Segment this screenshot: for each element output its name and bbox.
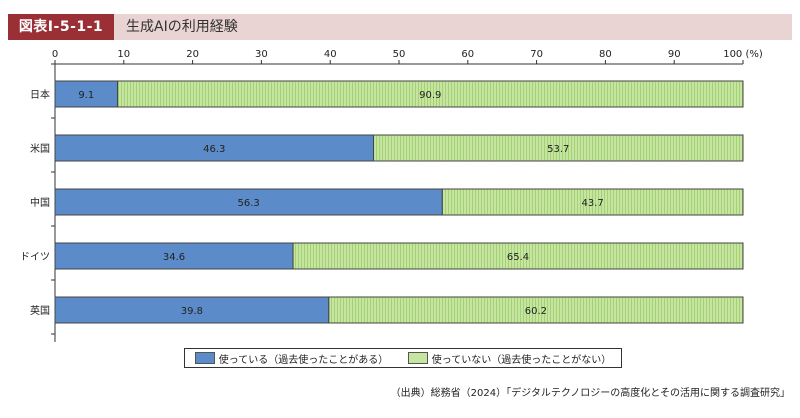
- bar-segment: [54, 242, 294, 270]
- x-tick-label: 60: [461, 49, 474, 60]
- legend-swatch-not-used: [407, 352, 428, 364]
- chart-legend: 使っている（過去使ったことがある） 使っていない（過去使ったことがない）: [184, 348, 622, 368]
- y-category-label: 英国: [30, 304, 50, 317]
- bar-data-label: 9.1: [78, 90, 94, 101]
- bar-segment: [328, 296, 744, 324]
- y-category-label: 中国: [30, 196, 50, 209]
- bar-segment: [54, 80, 119, 108]
- bar-data-label: 39.8: [181, 306, 203, 317]
- bar-segment: [441, 188, 744, 216]
- bar-segment: [373, 134, 744, 162]
- bar-data-label: 43.7: [582, 198, 604, 209]
- figure-title: 生成AIの利用経験: [126, 19, 238, 35]
- x-tick-label: 10: [117, 49, 130, 60]
- x-tick-label: 50: [393, 49, 406, 60]
- bar-segment: [54, 188, 443, 216]
- y-category-label: 日本: [30, 88, 50, 101]
- x-tick-label: 0: [52, 49, 58, 60]
- y-category-label: 米国: [30, 142, 50, 155]
- x-tick-label: 100 (%): [723, 49, 763, 60]
- stacked-bar-chart: 0 10 20 30 40 50 60 70 80 90 100 (%) 日本 9.1 90.9 米国 46.…: [20, 49, 763, 342]
- legend-item-used: 使っている（過去使ったことがある）: [194, 351, 389, 366]
- bar-data-label: 90.9: [419, 90, 441, 101]
- y-category-label: ドイツ: [20, 252, 50, 263]
- bar-segment: [117, 80, 744, 108]
- legend-item-not-used: 使っていない（過去使ったことがない）: [407, 351, 612, 366]
- x-tick-label: 70: [530, 49, 543, 60]
- bar-data-label: 56.3: [238, 198, 260, 209]
- x-tick-label: 90: [668, 49, 681, 60]
- bar-data-label: 60.2: [525, 306, 547, 317]
- x-tick-label: 40: [324, 49, 337, 60]
- bar-segment: [292, 242, 744, 270]
- bar-data-label: 65.4: [507, 252, 529, 263]
- legend-swatch-used: [194, 352, 215, 364]
- legend-label-not-used: 使っていない（過去使ったことがない）: [431, 354, 612, 366]
- bar-data-label: 46.3: [203, 144, 225, 155]
- bar-data-label: 53.7: [547, 144, 569, 155]
- bar-segment: [54, 134, 375, 162]
- figure-number-badge: 図表Ⅰ-5-1-1: [8, 14, 114, 40]
- x-tick-label: 20: [186, 49, 199, 60]
- x-tick-label: 80: [599, 49, 612, 60]
- source-note: （出典）総務省（2024）「デジタルテクノロジーの高度化とその活用に関する調査研…: [390, 388, 790, 399]
- x-tick-label: 30: [255, 49, 268, 60]
- bar-segment: [54, 296, 330, 324]
- legend-label-used: 使っている（過去使ったことがある）: [218, 354, 389, 366]
- figure-header: 図表Ⅰ-5-1-1 生成AIの利用経験: [8, 14, 792, 40]
- bar-data-label: 34.6: [163, 252, 185, 263]
